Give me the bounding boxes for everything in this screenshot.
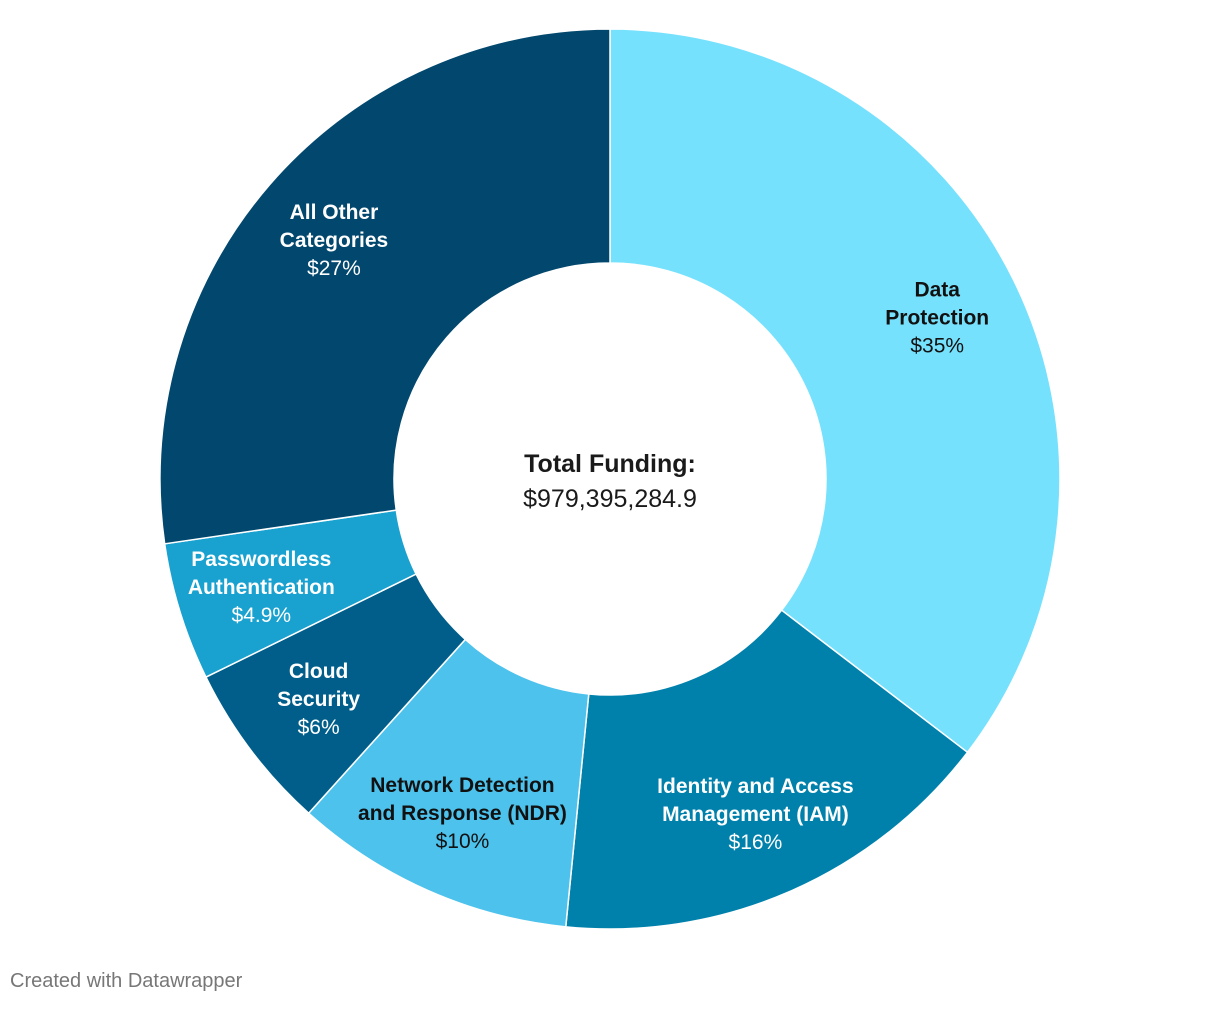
slice-name-label: Data [914,278,960,301]
slice-name-label: Categories [280,229,389,252]
center-value: $979,395,284.9 [523,485,697,513]
slice-all-other-categories [159,28,611,545]
slice-label-passwordless-authentication: Passwordless Authentication $4.9% [188,548,335,627]
slice-label-all-other-categories: All Other Categories $27% [280,201,389,280]
slice-name-label: Cloud [289,660,348,683]
slice-labels-layer: Data Protection $35% Identity and Access Man… [188,201,989,854]
slices-layer [159,28,1061,930]
slice-name-label: and Response (NDR) [358,802,567,825]
slice-name-label: Identity and Access [657,775,853,798]
slice-name-label: Management (IAM) [662,803,849,826]
slice-name-label: Passwordless [191,548,331,571]
slice-name-label: Security [277,688,360,711]
slice-label-data-protection: Data Protection $35% [885,278,989,357]
center-label: Total Funding: $979,395,284.9 [523,450,697,513]
slice-value-label: $10% [436,830,490,853]
slice-value-label: $16% [729,831,783,854]
slice-name-label: All Other [290,201,379,224]
slice-label-network-detection-and-response-ndr: Network Detection and Response (NDR) $10% [358,774,567,853]
slice-value-label: $6% [298,716,340,739]
slice-label-identity-and-access-management-iam: Identity and Access Management (IAM) $16% [657,775,853,854]
datawrapper-credit: Created with Datawrapper [10,970,243,992]
slice-network-detection-and-response-ndr [307,638,590,928]
slice-value-label: $27% [307,257,361,280]
slice-value-label: $35% [910,334,964,357]
slice-value-label: $4.9% [232,604,292,627]
slice-label-cloud-security: Cloud Security $6% [277,660,360,739]
slice-name-label: Network Detection [370,774,554,797]
slice-identity-and-access-management-iam [564,609,969,930]
center-title: Total Funding: [524,450,696,478]
slice-data-protection [609,28,1061,754]
slice-name-label: Protection [885,306,989,329]
slice-name-label: Authentication [188,576,335,599]
